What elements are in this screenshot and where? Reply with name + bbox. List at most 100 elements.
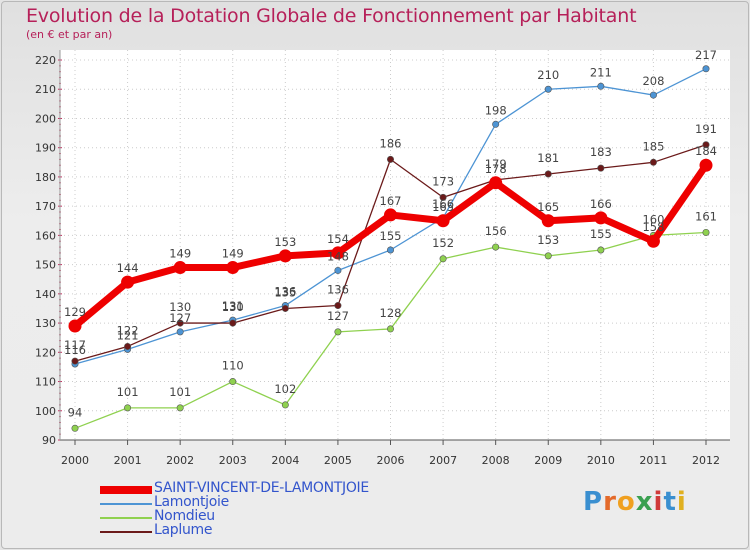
- legend-item: Lamontjoie: [100, 494, 440, 511]
- data-point: [597, 82, 605, 90]
- data-label: 117: [64, 338, 86, 352]
- chart-subtitle: (en € et par an): [26, 28, 113, 41]
- y-tick-label: 220: [35, 54, 56, 67]
- data-point: [71, 424, 79, 432]
- data-label: 135: [274, 285, 296, 299]
- data-label: 156: [485, 224, 507, 238]
- legend-label: Nomdieu: [154, 508, 215, 524]
- data-label: 127: [327, 309, 349, 323]
- data-label: 166: [432, 197, 454, 211]
- logo-letter: t: [663, 487, 677, 517]
- data-point: [173, 261, 187, 275]
- data-label: 160: [642, 212, 664, 226]
- legend-label: Laplume: [154, 522, 213, 538]
- data-point: [594, 211, 608, 225]
- data-point: [68, 319, 82, 333]
- data-point: [386, 155, 394, 163]
- data-label: 153: [537, 233, 559, 247]
- data-point: [699, 158, 713, 172]
- data-point: [541, 214, 555, 228]
- data-point: [646, 234, 660, 248]
- data-label: 165: [432, 200, 454, 214]
- x-tick-label: 2002: [166, 454, 194, 467]
- data-label: 148: [327, 249, 349, 263]
- data-label: 178: [485, 162, 507, 176]
- data-point: [436, 214, 450, 228]
- x-tick-label: 2007: [429, 454, 457, 467]
- y-tick-label: 200: [35, 112, 56, 125]
- logo-letter: r: [603, 487, 617, 517]
- chart-title: Evolution de la Dotation Globale de Fonc…: [26, 5, 637, 27]
- data-point: [331, 246, 345, 260]
- logo-letter: P: [583, 487, 604, 517]
- x-tick-label: 2011: [639, 454, 667, 467]
- data-point: [544, 252, 552, 260]
- logo-letter: o: [616, 487, 636, 517]
- data-point: [176, 319, 184, 327]
- data-label: 166: [590, 197, 612, 211]
- data-point: [334, 328, 342, 336]
- data-point: [597, 164, 605, 172]
- y-tick-label: 120: [35, 346, 56, 359]
- y-tick-label: 100: [35, 405, 56, 418]
- data-point: [492, 120, 500, 128]
- data-point: [702, 141, 710, 149]
- data-label: 94: [68, 405, 83, 419]
- data-label: 102: [274, 382, 296, 396]
- data-label: 184: [695, 144, 717, 158]
- x-tick-label: 2000: [61, 454, 89, 467]
- y-tick-label: 150: [35, 259, 56, 272]
- data-label: 129: [64, 305, 86, 319]
- data-point: [334, 266, 342, 274]
- data-point: [489, 176, 503, 190]
- data-label: 181: [537, 151, 559, 165]
- data-label: 211: [590, 65, 612, 79]
- data-label: 101: [169, 385, 191, 399]
- data-label: 116: [64, 343, 86, 357]
- y-tick-label: 180: [35, 171, 56, 184]
- data-label: 130: [169, 300, 191, 314]
- x-tick-label: 2008: [482, 454, 510, 467]
- legend-item: Nomdieu: [100, 508, 440, 525]
- data-point: [278, 249, 292, 263]
- chart-legend: SAINT-VINCENT-DE-LAMONTJOIE Lamontjoie Nom…: [100, 480, 440, 539]
- data-point: [649, 158, 657, 166]
- data-label: 167: [380, 194, 402, 208]
- data-label: 191: [695, 122, 717, 136]
- data-label: 136: [274, 285, 296, 299]
- y-tick-label: 210: [35, 83, 56, 96]
- data-label: 144: [117, 261, 139, 275]
- logo-letter: x: [635, 487, 654, 517]
- legend-swatch: [100, 486, 152, 494]
- data-label: 155: [380, 229, 402, 243]
- data-point: [121, 275, 135, 289]
- y-tick-label: 90: [42, 434, 56, 447]
- data-label: 136: [327, 283, 349, 297]
- data-label: 131: [222, 299, 244, 313]
- data-label: 183: [590, 145, 612, 159]
- y-tick-label: 190: [35, 142, 56, 155]
- x-tick-label: 2001: [114, 454, 142, 467]
- data-label: 208: [642, 74, 664, 88]
- data-point: [229, 378, 237, 386]
- data-point: [386, 325, 394, 333]
- data-label: 122: [117, 323, 139, 337]
- data-point: [124, 404, 132, 412]
- y-tick-label: 140: [35, 288, 56, 301]
- data-point: [649, 91, 657, 99]
- data-point: [176, 404, 184, 412]
- proxiti-logo: Proxiti: [583, 487, 687, 517]
- x-tick-label: 2012: [692, 454, 720, 467]
- x-tick-label: 2010: [587, 454, 615, 467]
- y-tick-label: 110: [35, 376, 56, 389]
- data-label: 186: [380, 136, 402, 150]
- x-tick-label: 2005: [324, 454, 352, 467]
- data-label: 155: [590, 227, 612, 241]
- legend-swatch: [100, 531, 152, 533]
- data-point: [226, 261, 240, 275]
- legend-label: Lamontjoie: [154, 494, 229, 510]
- y-tick-label: 130: [35, 317, 56, 330]
- data-label: 165: [537, 200, 559, 214]
- logo-letter: i: [676, 487, 687, 517]
- x-tick-label: 2009: [534, 454, 562, 467]
